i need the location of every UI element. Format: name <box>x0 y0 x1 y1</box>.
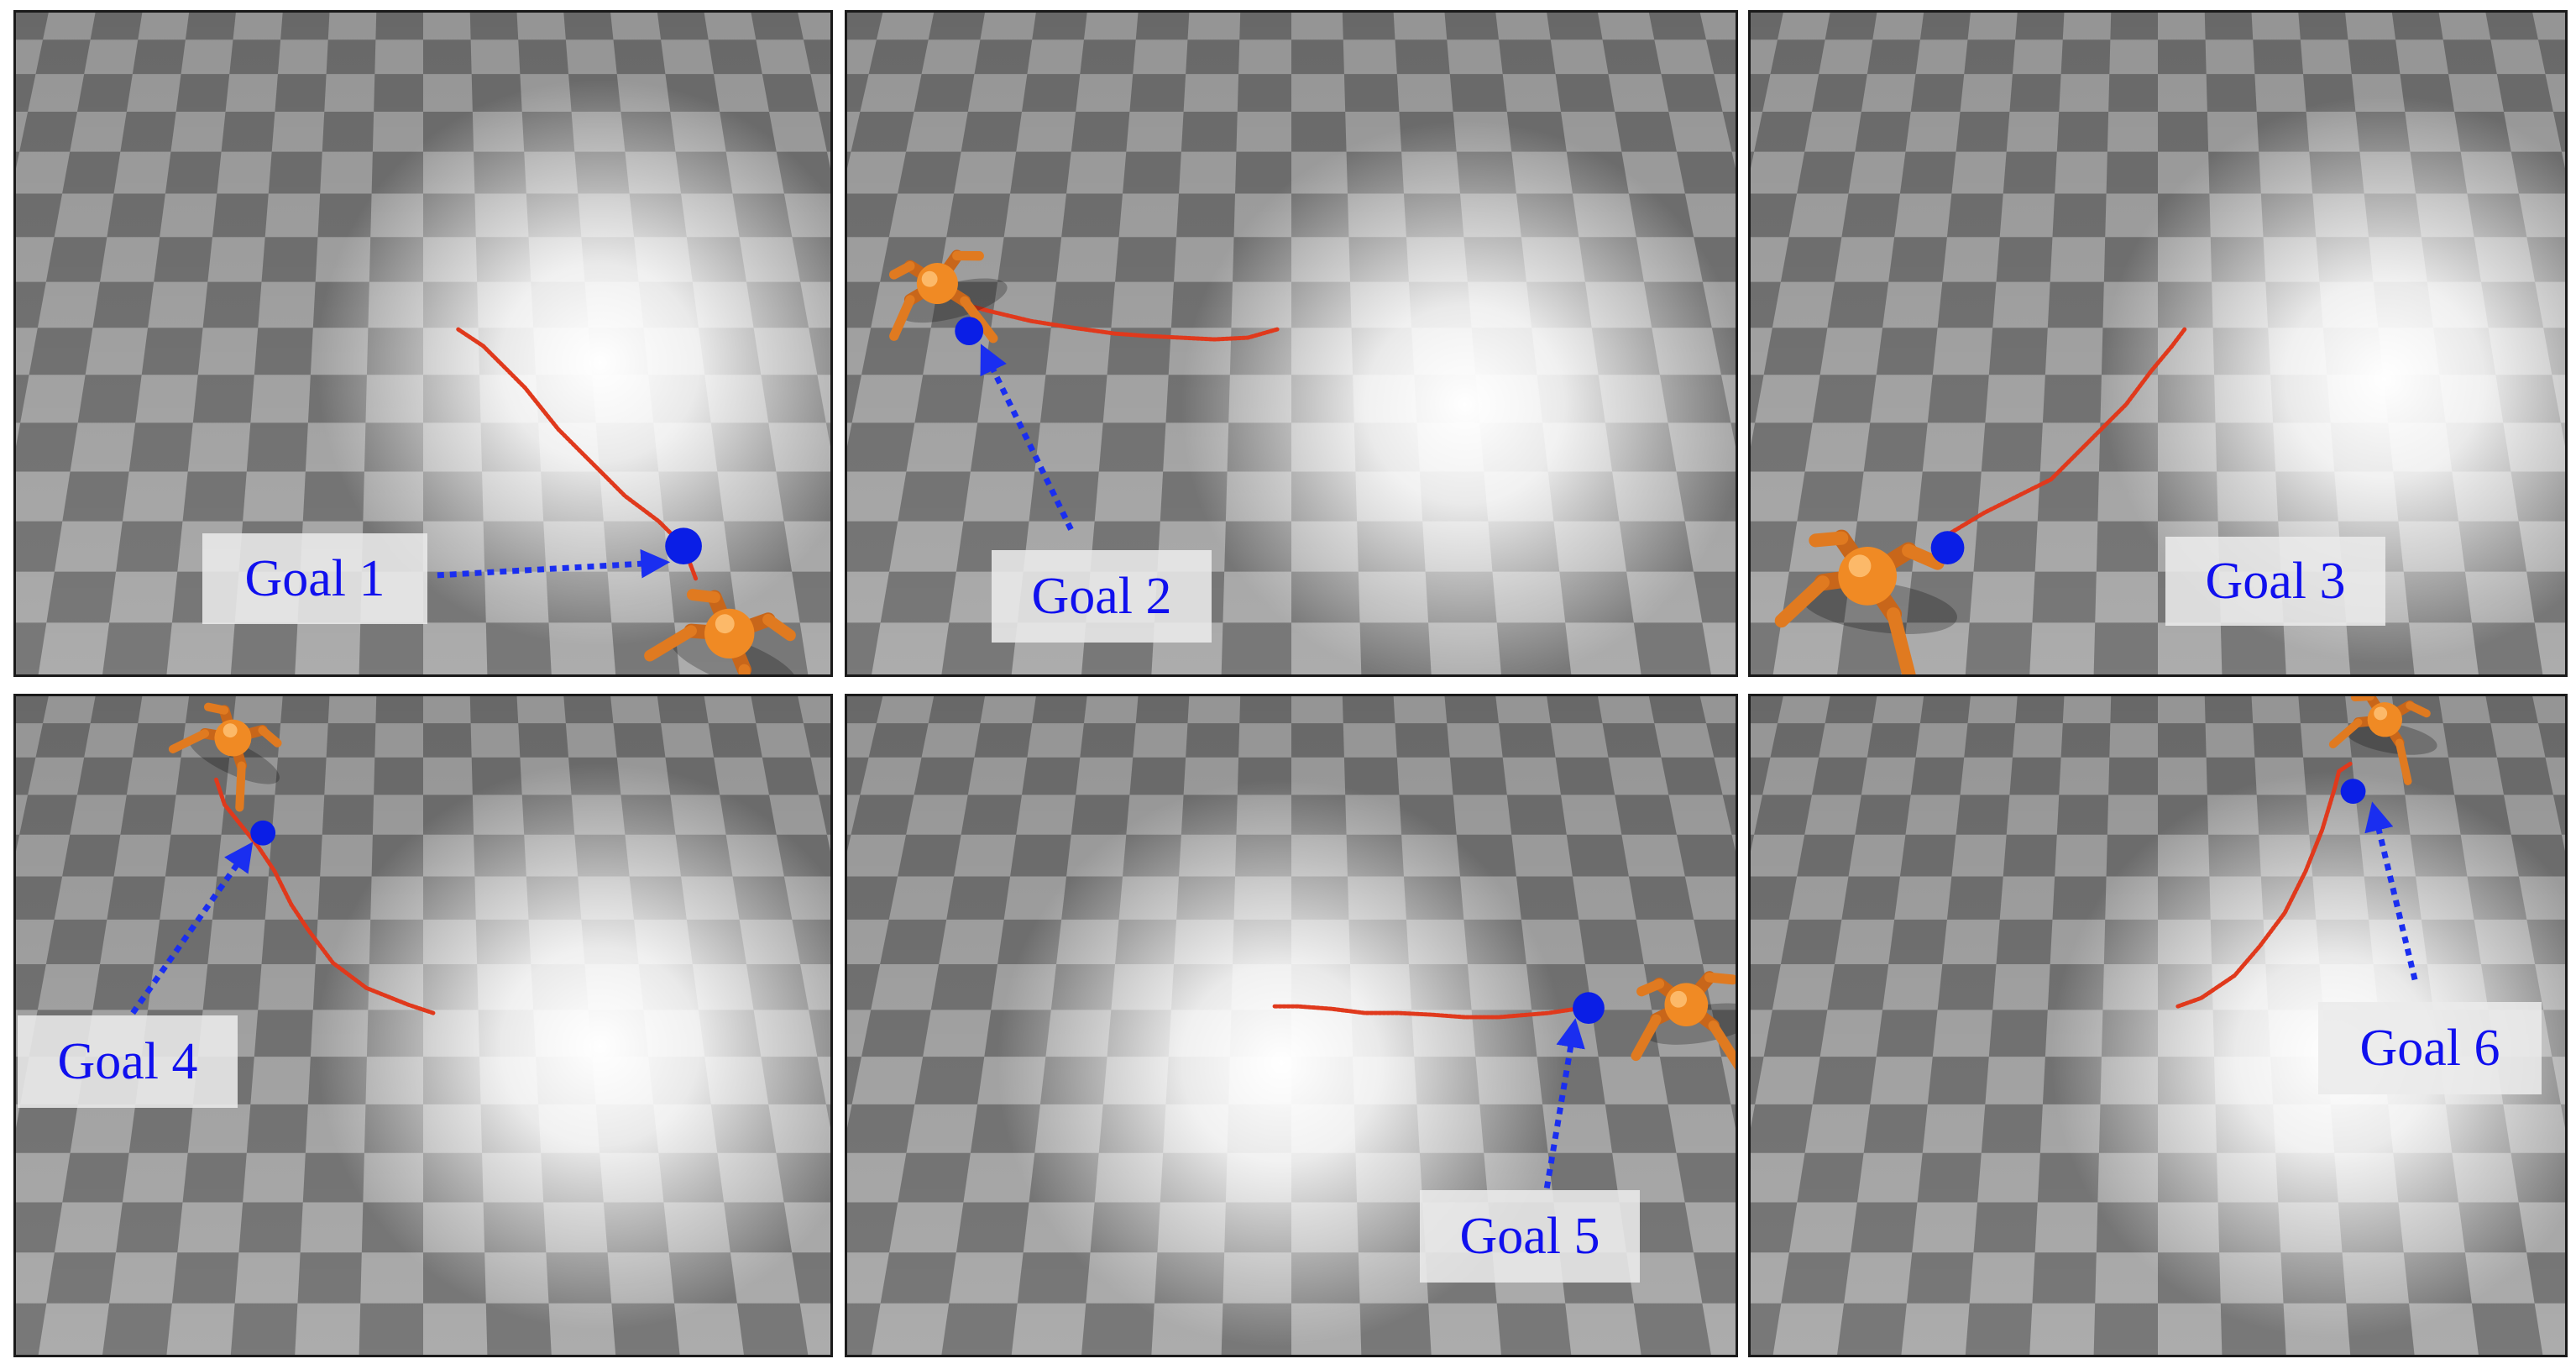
goal-label: Goal 2 <box>1031 568 1172 625</box>
goal-label: Goal 4 <box>57 1033 198 1090</box>
floor-scene <box>16 13 830 674</box>
goal-label-box: Goal 1 <box>202 533 427 624</box>
trajectory-path <box>214 777 436 1015</box>
panel-goal-6: Goal 6 <box>1748 694 2568 1357</box>
goal-marker-icon <box>1930 531 1965 564</box>
ant-robot-icon <box>644 589 798 674</box>
trajectory-path <box>1940 327 2187 540</box>
floor-scene <box>1751 13 2565 674</box>
ant-robot-icon <box>168 702 282 812</box>
goal-marker-icon <box>955 317 984 345</box>
ant-robot-icon <box>2328 696 2437 785</box>
panel-goal-5: Goal 5 <box>845 694 1738 1357</box>
dotted-arrow-icon <box>130 842 254 1015</box>
panel-goal-2: Goal 2 <box>845 10 1738 677</box>
goal-label: Goal 6 <box>2359 1020 2500 1077</box>
trajectory-path <box>961 302 1280 342</box>
ant-robot-icon <box>1774 529 1957 674</box>
goal-label: Goal 5 <box>1459 1208 1600 1265</box>
panel-goal-4: Goal 4 <box>13 694 833 1357</box>
panel-goal-1: Goal 1 <box>13 10 833 677</box>
goal-marker-icon <box>250 820 276 846</box>
trajectory-path <box>2175 760 2354 1009</box>
goal-label-box: Goal 3 <box>2165 537 2385 626</box>
ant-robot-icon <box>1631 971 1736 1073</box>
floor-scene <box>16 696 830 1355</box>
goal-label: Goal 1 <box>244 550 385 607</box>
goal-marker-icon <box>2340 779 2366 805</box>
goal-label-box: Goal 5 <box>1420 1190 1640 1283</box>
panel-goal-3: Goal 3 <box>1748 10 2568 677</box>
goal-marker-icon <box>1573 992 1605 1025</box>
goal-label: Goal 3 <box>2205 553 2346 610</box>
trajectory-path <box>1272 1004 1584 1020</box>
ant-robot-icon <box>888 249 1008 344</box>
goal-label-box: Goal 2 <box>992 550 1212 643</box>
goal-marker-icon <box>665 527 702 564</box>
floor-scene <box>1751 696 2565 1355</box>
goal-label-box: Goal 6 <box>2318 1002 2542 1094</box>
dotted-arrow-icon <box>2364 801 2418 981</box>
floor-scene <box>847 13 1736 674</box>
dotted-arrow-icon <box>1543 1018 1585 1189</box>
goal-label-box: Goal 4 <box>18 1015 238 1108</box>
